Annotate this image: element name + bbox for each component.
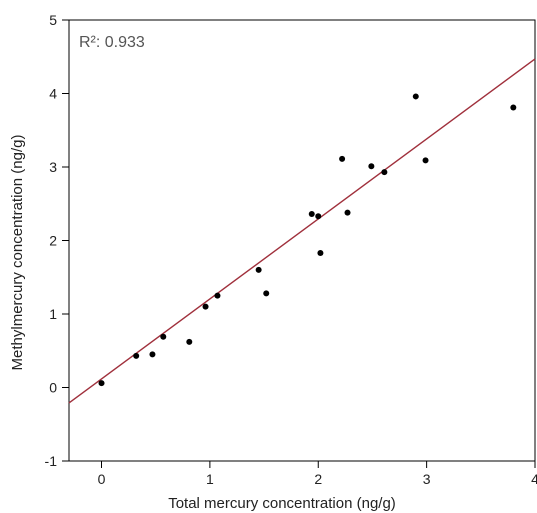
r-squared-annotation: R²: 0.933 [79, 34, 145, 51]
data-points [98, 93, 517, 387]
data-point [186, 338, 193, 345]
x-tick-label: 4 [531, 471, 537, 487]
y-tick-label: 1 [49, 306, 57, 322]
x-tick-label: 3 [423, 471, 431, 487]
data-point [160, 333, 167, 340]
y-tick-label: 3 [49, 159, 57, 175]
y-tick-label: 2 [49, 233, 57, 249]
regression-line [68, 58, 536, 404]
y-tick-label: 5 [49, 12, 57, 28]
data-point [214, 292, 221, 299]
y-tick-label: 4 [49, 86, 57, 102]
data-point [412, 93, 419, 100]
data-point [381, 169, 388, 176]
data-point [149, 351, 156, 358]
data-point [510, 104, 517, 111]
y-tick-label: 0 [49, 380, 57, 396]
data-point [202, 303, 209, 310]
data-point [317, 249, 324, 256]
x-axis-title: Total mercury concentration (ng/g) [168, 495, 396, 512]
data-point [368, 163, 375, 170]
data-point [133, 352, 140, 359]
y-axis-ticks: -1 0 1 2 3 4 5 [45, 12, 69, 469]
data-point [315, 213, 322, 220]
data-point [263, 290, 270, 297]
data-point [344, 209, 351, 216]
y-axis-title: Methylmercury concentration (ng/g) [9, 135, 26, 371]
data-point [308, 211, 315, 218]
y-tick-label: -1 [45, 453, 58, 469]
data-point [98, 380, 105, 387]
x-tick-label: 2 [314, 471, 322, 487]
x-tick-label: 0 [98, 471, 106, 487]
data-point [255, 266, 262, 273]
x-tick-label: 1 [206, 471, 214, 487]
data-point [422, 157, 429, 164]
x-axis-ticks: 0 1 2 3 4 [98, 461, 537, 487]
data-point [339, 155, 346, 162]
